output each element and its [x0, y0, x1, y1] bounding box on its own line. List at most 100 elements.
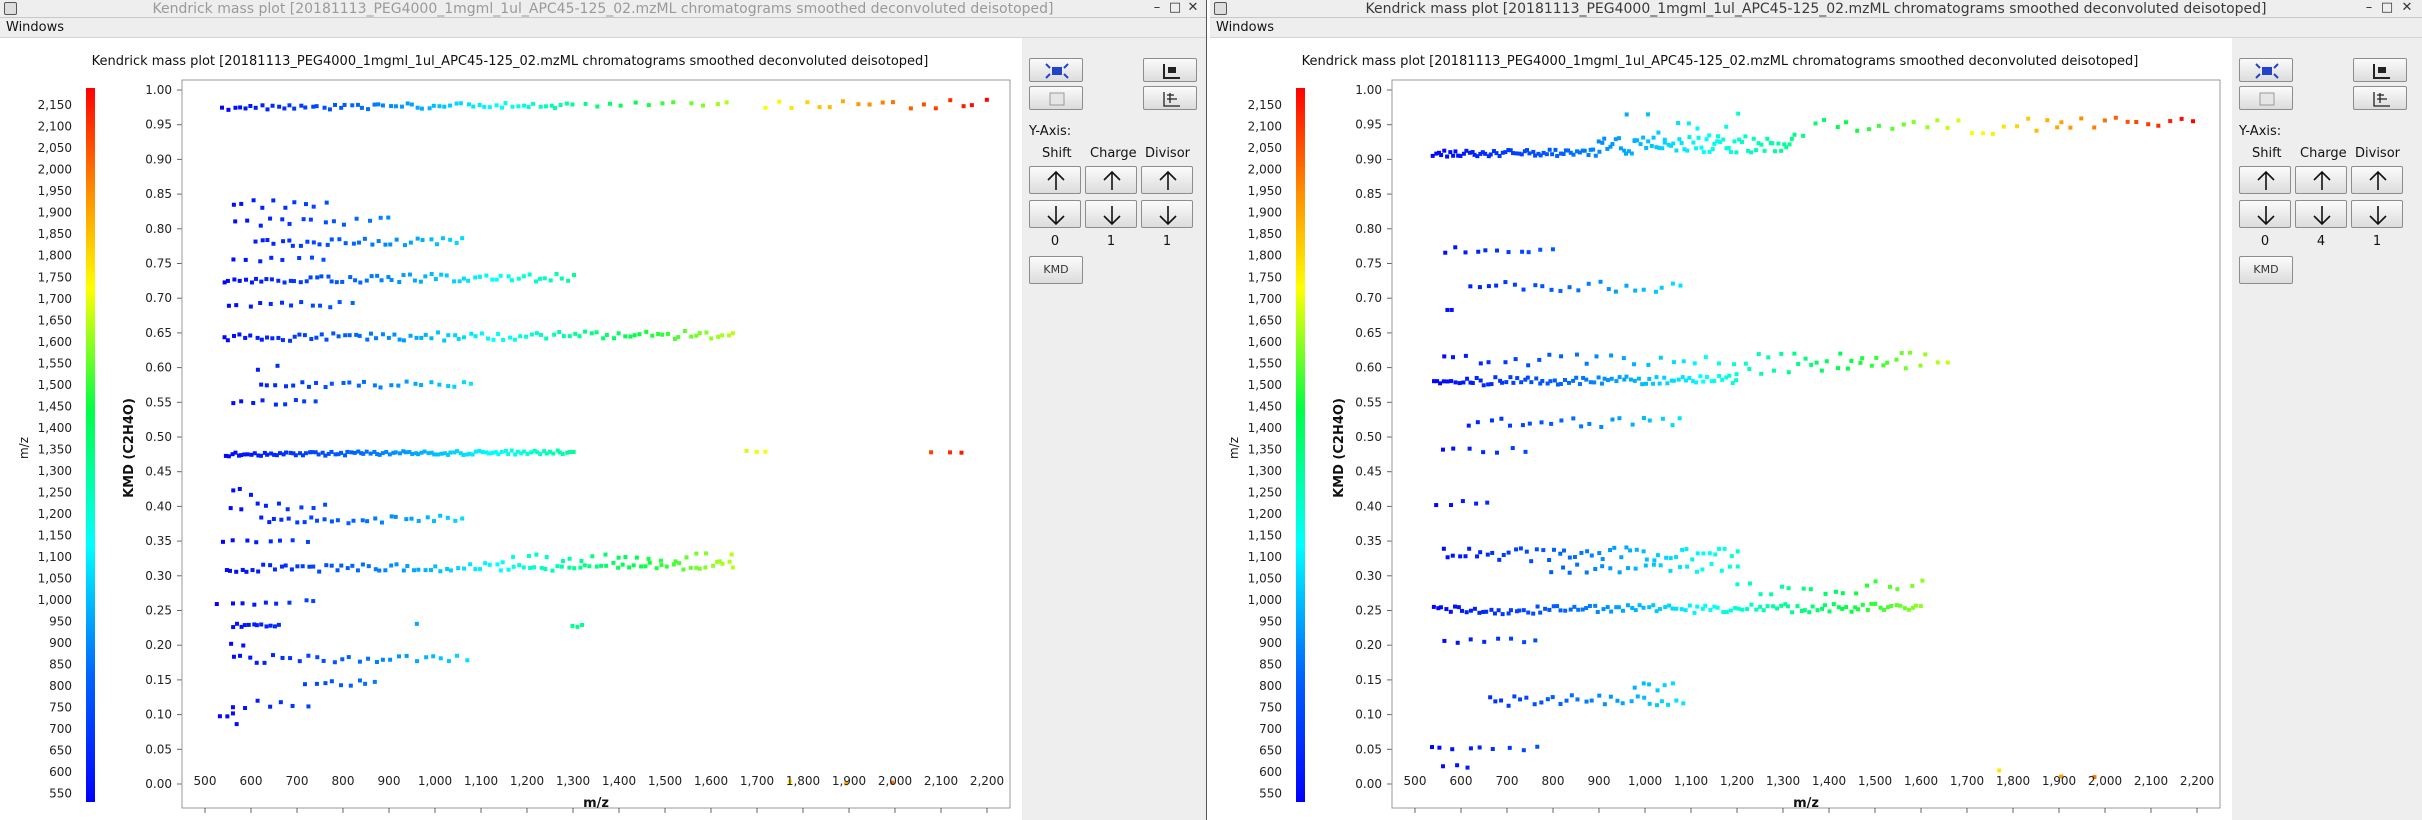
data-point — [495, 562, 500, 567]
data-point — [599, 563, 604, 568]
data-point — [1475, 554, 1480, 559]
divisor-down-button[interactable] — [2351, 200, 2403, 228]
data-point — [258, 301, 263, 306]
data-point — [238, 653, 243, 658]
maximize-icon[interactable]: □ — [2380, 0, 2394, 15]
data-point — [1779, 148, 1784, 153]
data-point — [1754, 607, 1759, 612]
data-point — [1575, 697, 1580, 702]
data-point — [1514, 547, 1519, 552]
data-point — [1762, 148, 1767, 153]
data-point — [2125, 119, 2130, 124]
window-titlebar[interactable]: Kendrick mass plot [20181113_PEG4000_1mg… — [1210, 0, 2422, 18]
charge-up-button[interactable] — [1085, 166, 1137, 194]
data-point — [1598, 279, 1603, 284]
close-icon[interactable]: ✕ — [1187, 0, 1199, 15]
data-point — [1759, 371, 1764, 376]
x-axis-label: m/z — [1793, 796, 1819, 811]
charge-down-button[interactable] — [1085, 200, 1137, 228]
zoom-fit-button[interactable] — [1029, 58, 1083, 82]
data-point — [1593, 153, 1598, 158]
data-point — [248, 655, 253, 660]
shift-value: 0 — [2260, 234, 2270, 249]
data-point — [519, 451, 524, 456]
data-point — [1609, 376, 1614, 381]
shift-down-button[interactable] — [2239, 200, 2291, 228]
data-point — [398, 451, 403, 456]
close-icon[interactable]: ✕ — [2401, 0, 2413, 15]
x-tick-label: 900 — [1588, 774, 1611, 788]
data-point — [1855, 128, 1860, 133]
data-point — [1683, 608, 1688, 613]
charge-up-button[interactable] — [2295, 166, 2347, 194]
toggle-button[interactable] — [1029, 86, 1083, 110]
data-point — [415, 659, 420, 664]
data-point — [1550, 152, 1555, 157]
divisor-down-button[interactable] — [1141, 200, 1193, 228]
data-point — [1525, 375, 1530, 380]
data-point — [260, 205, 265, 210]
data-point — [612, 336, 617, 341]
minimize-icon[interactable]: – — [1153, 0, 1161, 15]
data-point — [516, 276, 521, 281]
data-point — [1514, 609, 1519, 614]
data-point — [433, 564, 438, 569]
data-point — [1602, 376, 1607, 381]
data-point — [278, 700, 283, 705]
data-point — [604, 332, 609, 337]
data-point — [1497, 557, 1502, 562]
window-titlebar[interactable]: Kendrick mass plot [20181113_PEG4000_1mg… — [0, 0, 1206, 18]
data-point — [496, 452, 501, 457]
data-point — [1584, 361, 1589, 366]
grid-button[interactable] — [1143, 86, 1197, 110]
data-point — [1670, 281, 1675, 286]
data-point — [1580, 607, 1585, 612]
x-tick-label: 1,000 — [418, 774, 452, 788]
zoom-fit-button[interactable] — [2239, 58, 2293, 82]
data-point — [437, 104, 442, 109]
divisor-up-button[interactable] — [1141, 166, 1193, 194]
divisor-label: Divisor — [2355, 146, 2400, 161]
data-point — [577, 334, 582, 339]
toggle-button[interactable] — [2239, 86, 2293, 110]
menu-windows[interactable]: Windows — [1216, 20, 1275, 35]
shift-down-button[interactable] — [1029, 200, 1081, 228]
data-point — [479, 331, 484, 336]
data-point — [1440, 764, 1445, 769]
data-point — [1671, 378, 1676, 383]
data-point — [242, 623, 247, 628]
menu-windows[interactable]: Windows — [6, 20, 65, 35]
data-point — [291, 279, 296, 284]
divisor-up-button[interactable] — [2351, 166, 2403, 194]
data-point — [231, 401, 236, 406]
data-point — [313, 450, 318, 455]
data-point — [1608, 694, 1613, 699]
data-point — [1499, 698, 1504, 703]
colorbar-tick-label: 1,550 — [1248, 356, 1282, 370]
grid-button[interactable] — [2353, 86, 2407, 110]
shift-up-button[interactable] — [2239, 166, 2291, 194]
data-point — [260, 103, 265, 108]
axis-settings-button[interactable] — [1143, 58, 1197, 82]
data-point — [243, 706, 248, 711]
data-point — [2034, 128, 2039, 133]
charge-down-button[interactable] — [2295, 200, 2347, 228]
data-point — [1450, 553, 1455, 558]
data-point — [518, 334, 523, 339]
maximize-icon[interactable]: □ — [1168, 0, 1182, 15]
data-point — [226, 303, 231, 308]
data-point — [929, 450, 934, 455]
data-point — [1649, 143, 1654, 148]
kendrick-plot[interactable]: Kendrick mass plot [20181113_PEG4000_1mg… — [1210, 38, 2232, 820]
minimize-icon[interactable]: – — [2365, 0, 2373, 15]
data-point — [468, 562, 473, 567]
y-tick-label: 0.55 — [1355, 395, 1382, 409]
axis-settings-button[interactable] — [2353, 58, 2407, 82]
data-point — [383, 568, 388, 573]
kendrick-plot[interactable]: Kendrick mass plot [20181113_PEG4000_1mg… — [0, 38, 1022, 820]
kmd-button[interactable]: KMD — [2239, 256, 2293, 284]
kmd-button[interactable]: KMD — [1029, 256, 1083, 284]
data-point — [1449, 503, 1454, 508]
colorbar-ticks: 5506006507007508008509009501,0001,0501,1… — [38, 98, 72, 800]
shift-up-button[interactable] — [1029, 166, 1081, 194]
